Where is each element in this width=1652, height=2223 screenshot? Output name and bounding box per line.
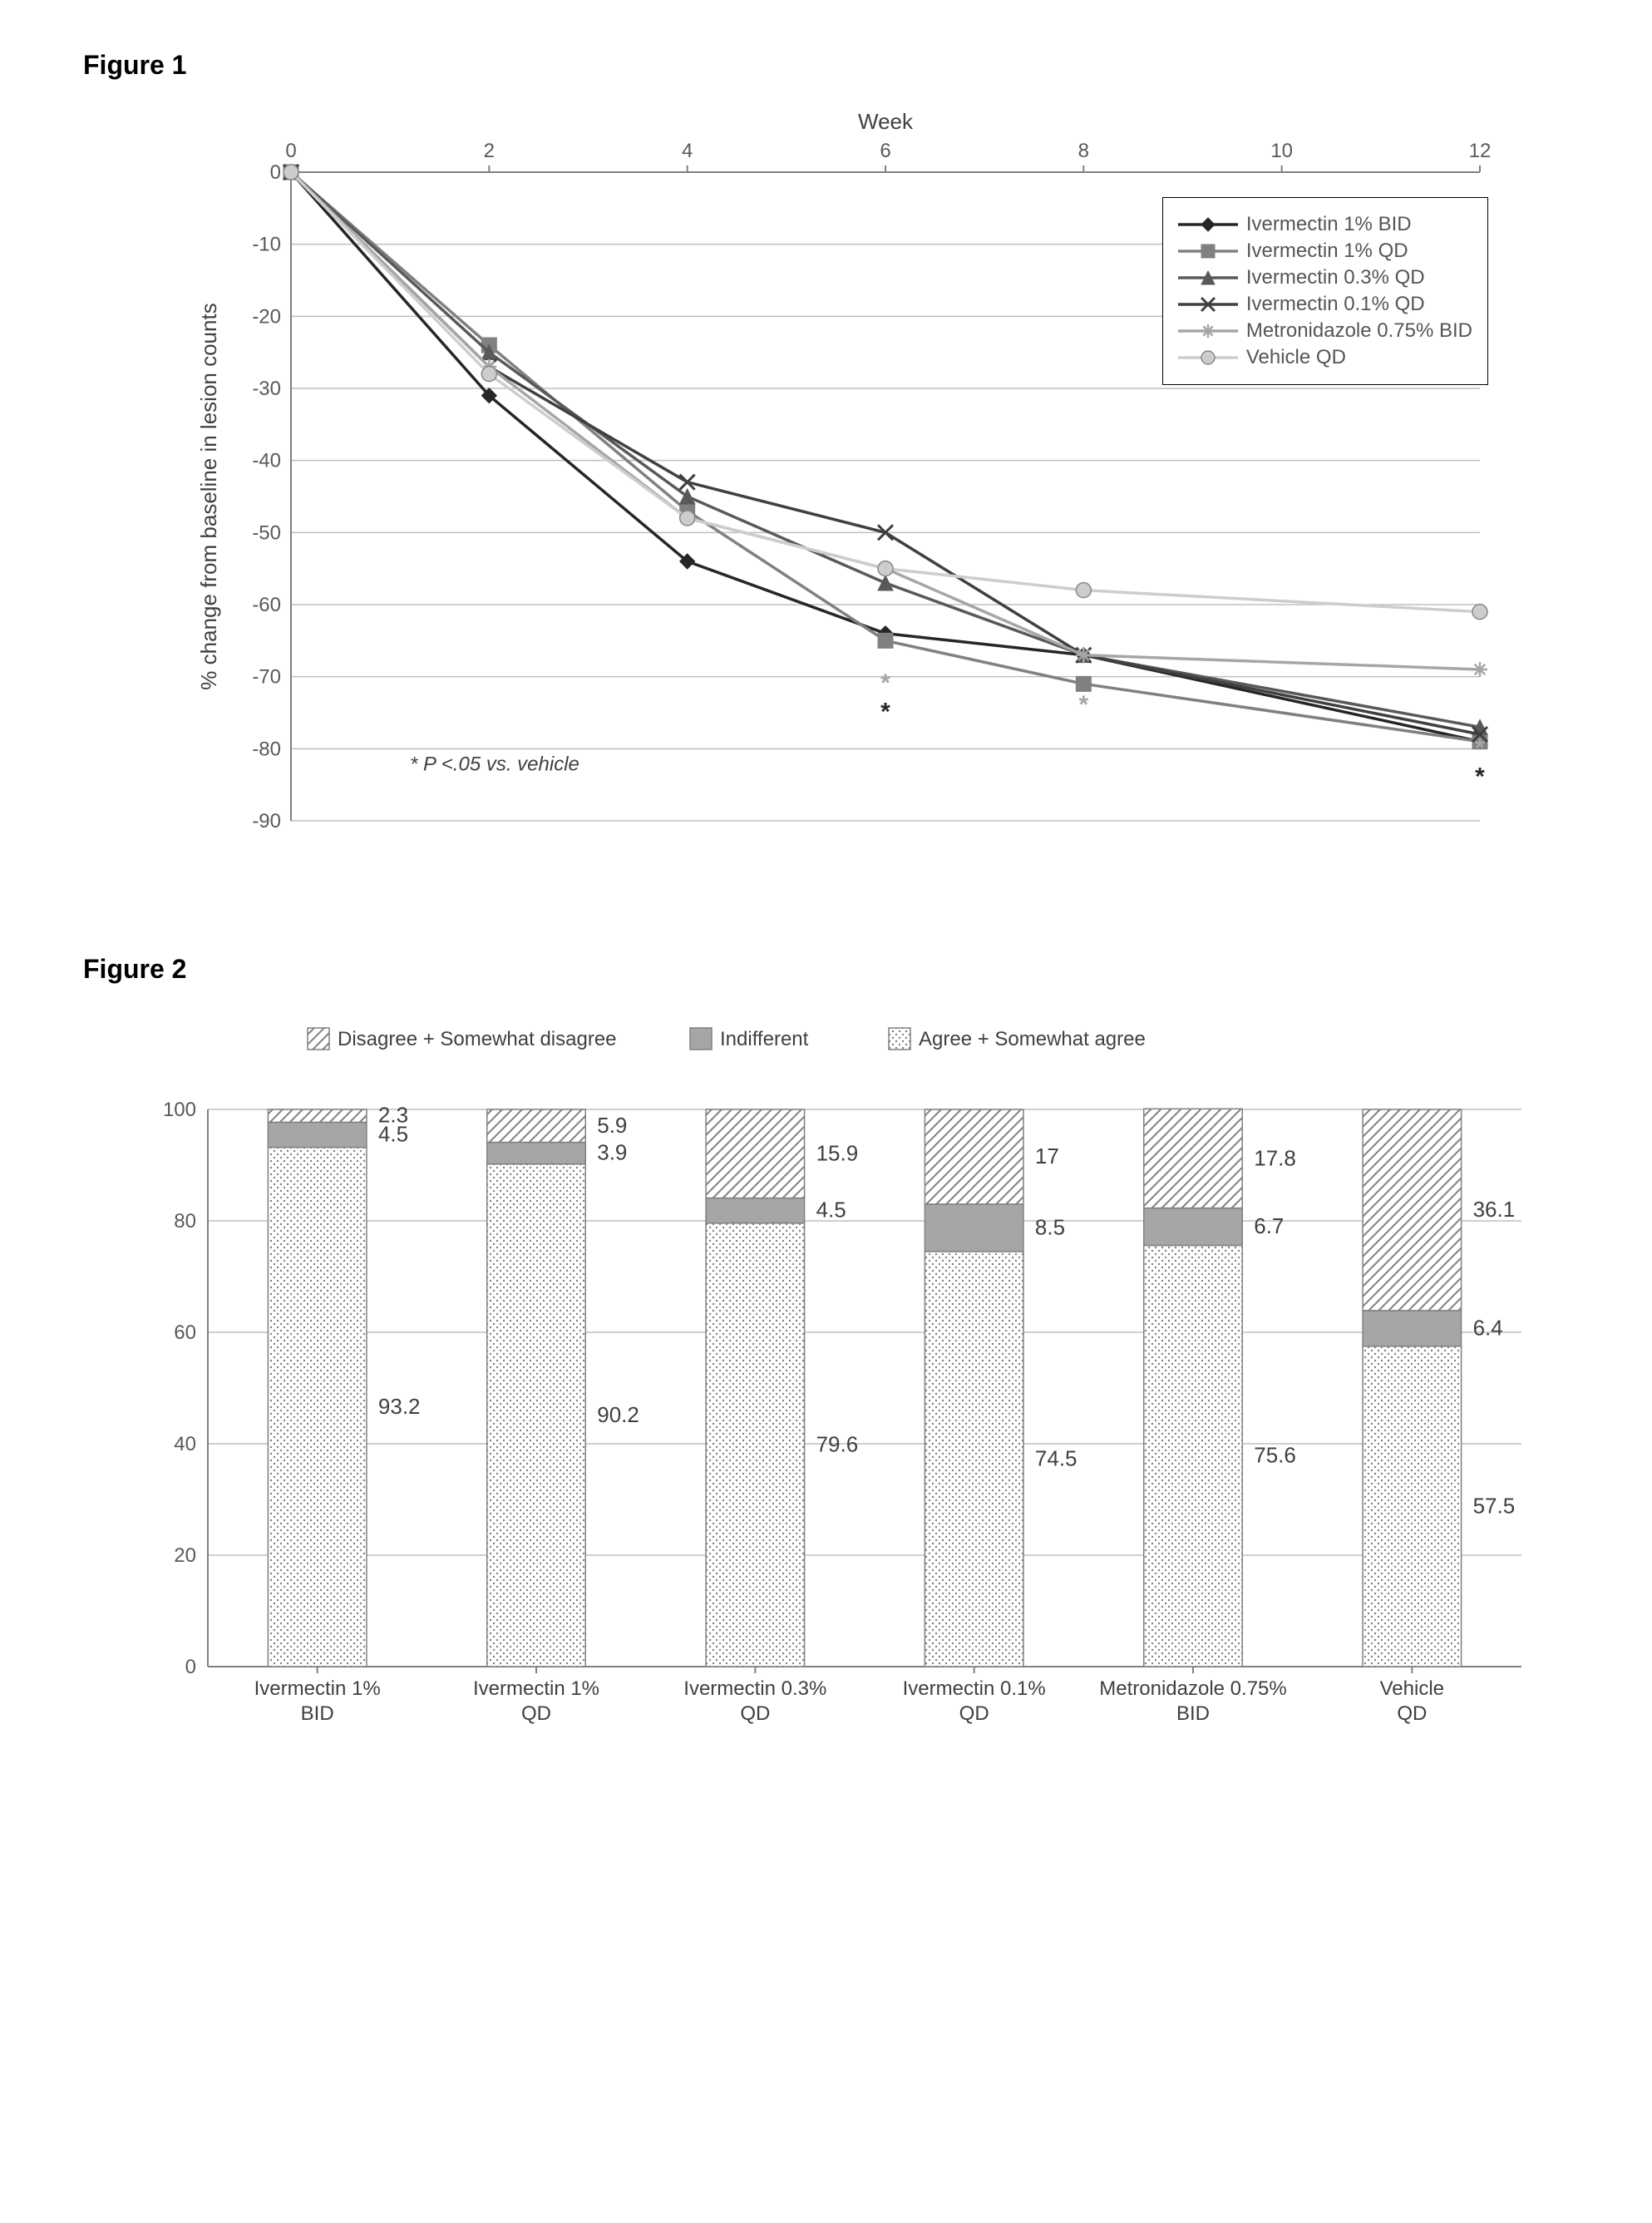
svg-text:Metronidazole 0.75%: Metronidazole 0.75% <box>1099 1677 1286 1700</box>
svg-text:QD: QD <box>740 1702 770 1725</box>
svg-text:74.5: 74.5 <box>1035 1445 1077 1470</box>
svg-text:Ivermectin 0.3%: Ivermectin 0.3% <box>683 1677 826 1700</box>
svg-text:79.6: 79.6 <box>816 1431 859 1456</box>
svg-text:6.4: 6.4 <box>1473 1315 1503 1340</box>
svg-text:36.1: 36.1 <box>1473 1197 1516 1222</box>
figure-1-chart: 0 -10 -20 -30 -40 -50 -60 -70 -80 -90 0 2 4 6 8 10 12 Wee… <box>183 106 1513 854</box>
svg-text:QD: QD <box>1397 1702 1427 1725</box>
svg-text:BID: BID <box>301 1702 334 1725</box>
svg-text:60: 60 <box>174 1321 196 1344</box>
svg-text:QD: QD <box>521 1702 551 1725</box>
line-chart-legend: Ivermectin 1% BID Ivermectin 1% QD Ivermec… <box>1162 197 1488 385</box>
figure-2-title: Figure 2 <box>83 954 1569 985</box>
legend-item: Ivermectin 1% QD <box>1178 240 1472 263</box>
svg-text:Indifferent: Indifferent <box>720 1028 809 1050</box>
svg-text:5.9: 5.9 <box>597 1113 627 1138</box>
svg-text:40: 40 <box>174 1433 196 1455</box>
svg-text:6: 6 <box>880 140 890 162</box>
svg-text:8: 8 <box>1078 140 1089 162</box>
svg-text:*: * <box>1078 691 1088 719</box>
svg-text:-50: -50 <box>252 521 281 544</box>
svg-text:12: 12 <box>1469 140 1492 162</box>
figure-1-section: Figure 1 0 -10 -20 -30 -40 -50 -60 -70 -80 -90 0 2 4… <box>83 50 1569 854</box>
svg-text:BID: BID <box>1176 1702 1210 1725</box>
svg-text:17: 17 <box>1035 1144 1059 1168</box>
svg-text:15.9: 15.9 <box>816 1140 859 1165</box>
svg-text:Week: Week <box>858 109 914 134</box>
svg-text:Agree + Somewhat agree: Agree + Somewhat agree <box>919 1028 1146 1050</box>
svg-text:90.2: 90.2 <box>597 1402 639 1427</box>
svg-text:*: * <box>880 669 890 697</box>
svg-text:Ivermectin 0.1%: Ivermectin 0.1% <box>903 1677 1046 1700</box>
svg-text:-90: -90 <box>252 810 281 832</box>
figure-2-section: Figure 2 0204060801002.34.593.2Ivermecti… <box>83 954 1569 1758</box>
svg-text:8.5: 8.5 <box>1035 1214 1065 1239</box>
svg-text:2: 2 <box>484 140 495 162</box>
svg-text:20: 20 <box>174 1544 196 1567</box>
svg-text:0: 0 <box>270 161 281 184</box>
svg-text:QD: QD <box>959 1702 989 1725</box>
svg-text:6.7: 6.7 <box>1254 1213 1284 1238</box>
legend-item: Vehicle QD <box>1178 346 1472 369</box>
svg-text:-20: -20 <box>252 305 281 328</box>
legend-item: Ivermectin 1% BID <box>1178 213 1472 236</box>
svg-text:-80: -80 <box>252 738 281 760</box>
svg-text:Disagree + Somewhat disagree: Disagree + Somewhat disagree <box>338 1028 617 1050</box>
svg-text:4.5: 4.5 <box>816 1198 846 1223</box>
legend-item: Ivermectin 0.3% QD <box>1178 266 1472 289</box>
bar-chart-svg: 0204060801002.34.593.2Ivermectin 1%BID5.… <box>133 1010 1546 1758</box>
svg-text:-60: -60 <box>252 594 281 616</box>
svg-text:100: 100 <box>163 1099 196 1121</box>
svg-text:Vehicle: Vehicle <box>1380 1677 1444 1700</box>
svg-text:*: * <box>1475 734 1485 762</box>
legend-item: Metronidazole 0.75% BID <box>1178 319 1472 343</box>
svg-text:93.2: 93.2 <box>378 1394 421 1419</box>
svg-text:Ivermectin 1%: Ivermectin 1% <box>254 1677 381 1700</box>
svg-text:4: 4 <box>682 140 693 162</box>
svg-text:0: 0 <box>185 1656 196 1678</box>
svg-text:*: * <box>1475 763 1485 791</box>
svg-text:-30: -30 <box>252 378 281 400</box>
svg-text:17.8: 17.8 <box>1254 1146 1296 1171</box>
svg-text:*: * <box>880 699 890 726</box>
svg-text:Ivermectin 1%: Ivermectin 1% <box>473 1677 599 1700</box>
svg-text:-10: -10 <box>252 234 281 256</box>
svg-text:80: 80 <box>174 1210 196 1233</box>
svg-text:0: 0 <box>285 140 296 162</box>
svg-text:75.6: 75.6 <box>1254 1443 1296 1468</box>
svg-text:10: 10 <box>1270 140 1293 162</box>
svg-text:57.5: 57.5 <box>1473 1493 1516 1518</box>
svg-text:* P <.05 vs. vehicle: * P <.05 vs. vehicle <box>410 753 579 775</box>
figure-2-chart: 0204060801002.34.593.2Ivermectin 1%BID5.… <box>133 1010 1546 1758</box>
svg-text:3.9: 3.9 <box>597 1140 627 1165</box>
svg-text:-70: -70 <box>252 666 281 689</box>
figure-1-title: Figure 1 <box>83 50 1569 81</box>
svg-text:4.5: 4.5 <box>378 1121 408 1146</box>
svg-text:% change from baseline in lesi: % change from baseline in lesion counts <box>196 303 221 689</box>
legend-item: Ivermectin 0.1% QD <box>1178 293 1472 316</box>
svg-text:-40: -40 <box>252 450 281 472</box>
